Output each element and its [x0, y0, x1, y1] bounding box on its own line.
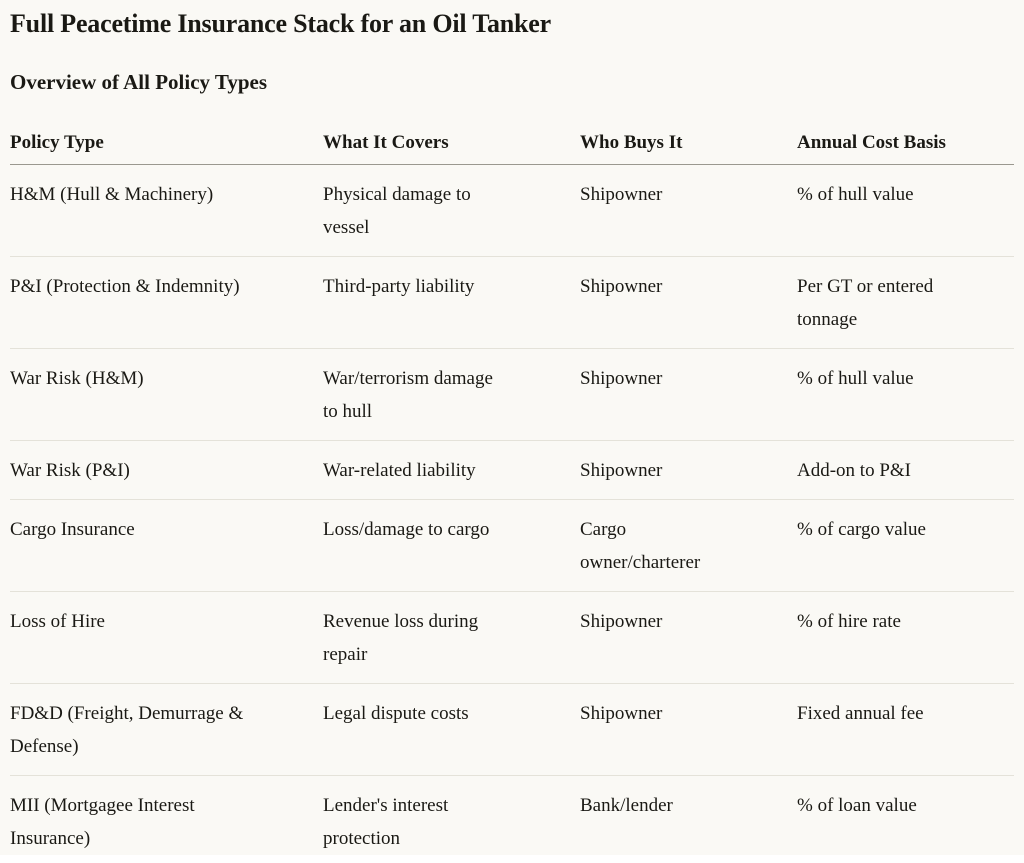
column-header-policy-type: Policy Type — [10, 125, 323, 165]
cell-annual-cost-basis: Per GT or entered tonnage — [797, 255, 1014, 349]
cell-policy-type: FD&D (Freight, Demurrage & Defense) — [10, 682, 323, 776]
cell-who-buys-it: Shipowner — [580, 439, 797, 500]
cell-policy-type: H&M (Hull & Machinery) — [10, 183, 214, 205]
table-row: MII (Mortgagee Interest Insurance) Lende… — [10, 774, 1014, 863]
cell-what-it-covers: Third-party liability — [323, 255, 580, 349]
cell-annual-cost-basis: % of cargo value — [797, 498, 1014, 592]
table-row: Cargo Insurance Loss/damage to cargo Car… — [10, 498, 1014, 592]
cell-what-it-covers: Physical damage to vessel — [323, 183, 471, 238]
cell-annual-cost-basis: Add-on to P&I — [797, 439, 1014, 500]
cell-policy-type: War Risk (H&M) — [10, 347, 323, 441]
cell-who-buys-it: Shipowner — [580, 347, 797, 441]
cell-what-it-covers: War/terrorism damage to hull — [323, 347, 580, 441]
cell-who-buys-it: Bank/lender — [580, 774, 797, 863]
cell-policy-type: Cargo Insurance — [10, 498, 323, 592]
cell-annual-cost-basis: % of hull value — [797, 347, 1014, 441]
cell-annual-cost-basis: % of loan value — [797, 774, 1014, 863]
table-header-row: Policy Type What It Covers Who Buys It A… — [10, 125, 1014, 165]
table-row: P&I (Protection & Indemnity) Third-party… — [10, 255, 1014, 349]
cell-who-buys-it: Shipowner — [580, 682, 797, 776]
table-row: H&M (Hull & Machinery) Physical damage t… — [10, 164, 1014, 256]
cell-annual-cost-basis: % of hull value — [797, 183, 914, 205]
cell-policy-type: Loss of Hire — [10, 590, 323, 684]
section-title: Overview of All Policy Types — [10, 69, 268, 94]
cell-what-it-covers: Loss/damage to cargo — [323, 498, 580, 592]
cell-policy-type: P&I (Protection & Indemnity) — [10, 255, 323, 349]
table-row: FD&D (Freight, Demurrage & Defense) Lega… — [10, 682, 1014, 776]
cell-what-it-covers: Revenue loss during repair — [323, 590, 580, 684]
page-bottom-edge — [0, 855, 1024, 863]
column-header-what-it-covers: What It Covers — [323, 125, 580, 165]
cell-policy-type: MII (Mortgagee Interest Insurance) — [10, 774, 323, 863]
policy-table: Policy Type What It Covers Who Buys It A… — [10, 125, 1014, 863]
cell-who-buys-it: Shipowner — [580, 590, 797, 684]
cell-annual-cost-basis: % of hire rate — [797, 590, 1014, 684]
page-title: Full Peacetime Insurance Stack for an Oi… — [10, 9, 551, 38]
cell-what-it-covers: War-related liability — [323, 439, 580, 500]
cell-what-it-covers: Legal dispute costs — [323, 682, 580, 776]
cell-policy-type: War Risk (P&I) — [10, 439, 323, 500]
column-header-annual-cost-basis: Annual Cost Basis — [797, 125, 1014, 165]
cell-who-buys-it: Cargo owner/charterer — [580, 498, 797, 592]
cell-who-buys-it: Shipowner — [580, 255, 797, 349]
table-row: War Risk (P&I) War-related liability Shi… — [10, 439, 1014, 500]
cell-annual-cost-basis: Fixed annual fee — [797, 682, 1014, 776]
table-row: Loss of Hire Revenue loss during repair … — [10, 590, 1014, 684]
cell-what-it-covers: Lender's interest protection — [323, 774, 580, 863]
cell-who-buys-it: Shipowner — [580, 183, 663, 205]
table-row: War Risk (H&M) War/terrorism damage to h… — [10, 347, 1014, 441]
column-header-who-buys-it: Who Buys It — [580, 125, 797, 165]
